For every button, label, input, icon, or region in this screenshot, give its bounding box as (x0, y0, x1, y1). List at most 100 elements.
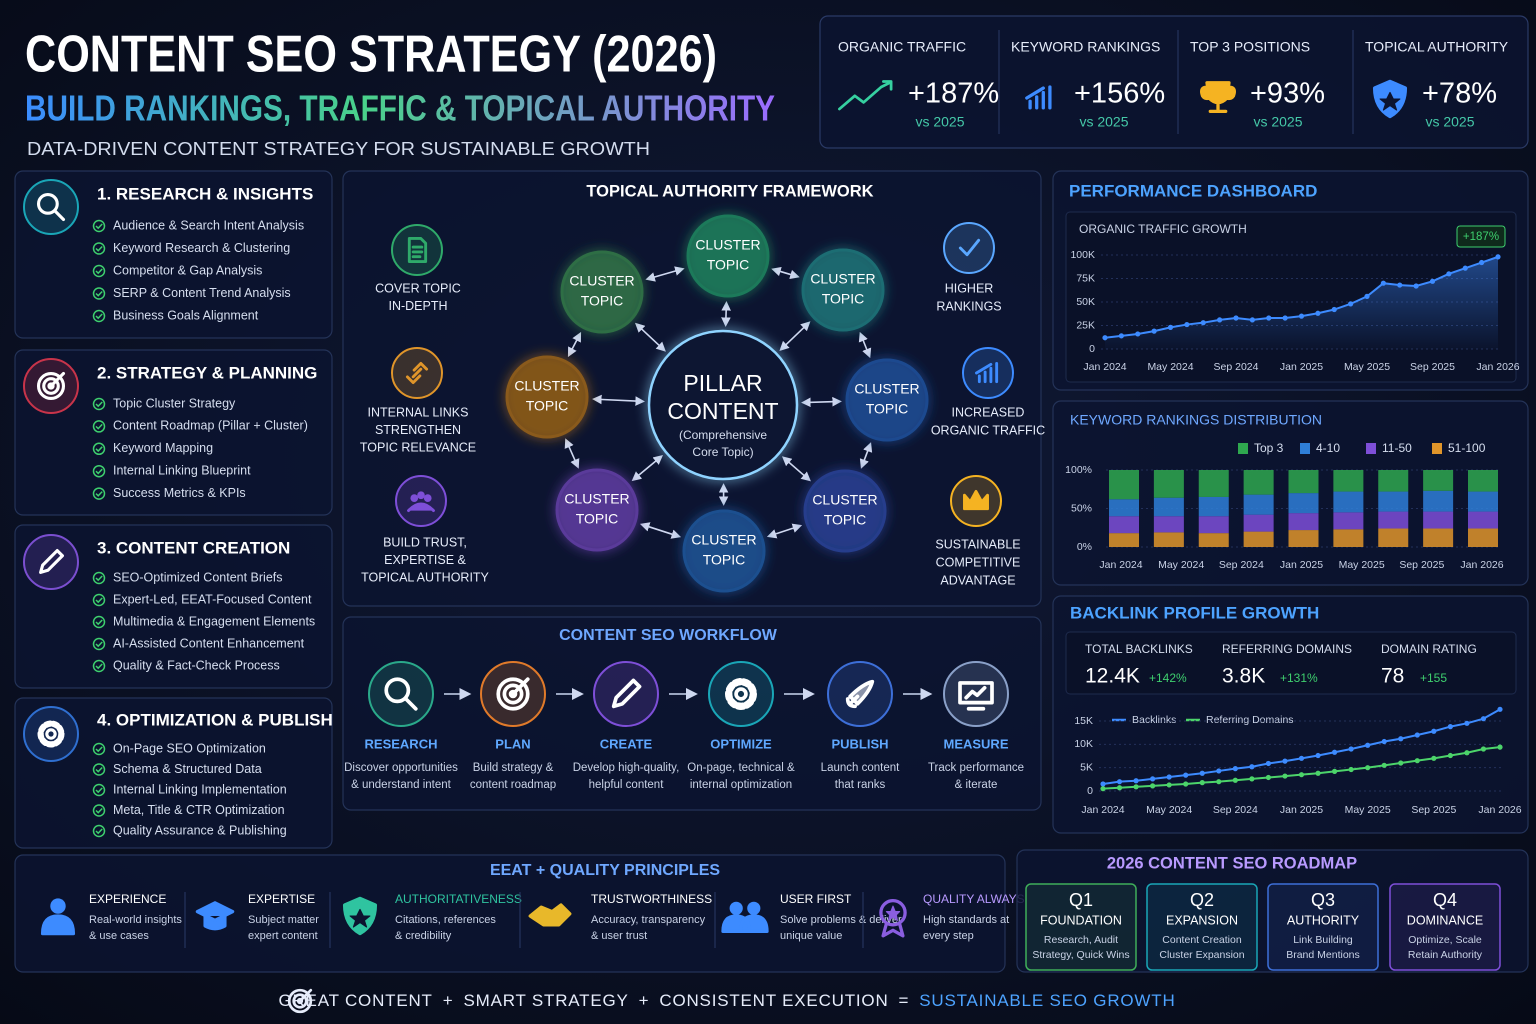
pillar-circle (647, 329, 799, 481)
icon-part (734, 687, 748, 701)
check-icon (92, 783, 106, 797)
legend-swatch (1300, 443, 1310, 454)
line-point (1315, 752, 1321, 759)
bar-segment (1468, 491, 1498, 512)
quarter-name: EXPANSION (1166, 913, 1238, 927)
icon-glyph (384, 677, 418, 711)
line-point (1446, 271, 1452, 277)
eeat-title: EEAT + QUALITY PRINCIPLES (490, 862, 720, 879)
line-point (1100, 786, 1106, 792)
icon-glyph (405, 361, 429, 385)
line-point (1331, 306, 1337, 313)
icon-glyph (963, 489, 989, 511)
check-icon (92, 659, 106, 673)
line-point (1315, 310, 1321, 316)
line-point (1282, 315, 1288, 321)
workflow-title: CONTENT SEO WORKFLOW (559, 627, 778, 644)
phase-item: Multimedia & Engagement Elements (113, 614, 315, 628)
line-point (1266, 315, 1272, 321)
x-tick-label: Jan 2025 (1280, 804, 1323, 816)
check-icon (92, 309, 106, 323)
stat-label: REFERRING DOMAINS (1222, 642, 1352, 656)
icon-glyph (407, 237, 428, 263)
icon-part (1379, 91, 1401, 111)
y-tick-label: 10K (1074, 738, 1093, 750)
line-point (1199, 770, 1205, 776)
line-point (1479, 259, 1485, 266)
icon-part (502, 683, 524, 705)
y-tick-label: 75K (1076, 272, 1095, 284)
quarter-card (1267, 883, 1379, 971)
icon-glyph (838, 80, 893, 111)
line-point (1364, 293, 1370, 299)
line-point (1216, 768, 1222, 774)
x-tick-label: Jan 2024 (1081, 804, 1124, 816)
line-point (1100, 781, 1106, 787)
framework-title: TOPICAL AUTHORITY FRAMEWORK (586, 182, 873, 200)
icon-part (724, 677, 758, 711)
check-icon (95, 290, 103, 297)
check-icon (92, 264, 106, 278)
icon-part (747, 901, 761, 915)
check-icon (95, 423, 103, 430)
icon-part (958, 238, 981, 257)
icon-glyph (845, 679, 875, 709)
pillar-note: (Comprehensive (679, 428, 767, 442)
phase-item: SERP & Content Trend Analysis (113, 286, 291, 300)
bar-segment (1333, 470, 1364, 492)
line-point (1167, 324, 1174, 330)
quarter-name: FOUNDATION (1040, 913, 1122, 927)
bar-segment (1378, 491, 1409, 512)
line-point (1365, 742, 1371, 748)
icon-ring (391, 224, 443, 276)
cluster-label: TOPIC (581, 293, 624, 309)
cluster-label: TOPIC (822, 291, 865, 307)
cluster-circle (803, 469, 887, 553)
icon-part (40, 914, 76, 936)
phase-item: Business Goals Alignment (113, 308, 259, 322)
icon-part (287, 988, 313, 1014)
line-point (1200, 320, 1206, 326)
line-point (1199, 780, 1205, 786)
panel (342, 616, 1042, 811)
line-point (1331, 749, 1338, 755)
icon-part (195, 901, 235, 931)
step-desc: Launch content (821, 762, 900, 774)
check-icon (92, 219, 106, 233)
bar-segment (1423, 470, 1454, 491)
phase-item: Content Roadmap (Pillar + Cluster) (113, 419, 308, 433)
step-desc: that ranks (835, 779, 886, 791)
icon-glyph (287, 988, 313, 1014)
pillar-note: Core Topic) (692, 445, 753, 459)
line-point (1414, 758, 1420, 764)
bar-segment (1468, 511, 1498, 529)
cluster-label: TOPIC (707, 257, 750, 273)
icon-part (528, 903, 572, 927)
line-point (1298, 772, 1305, 778)
icon-part (410, 494, 419, 502)
line-point (1150, 783, 1156, 789)
principle-desc: Solve problems & deliver (780, 914, 902, 926)
kpi-value: +156% (1074, 78, 1165, 110)
bar-segment (1153, 470, 1184, 498)
quarter-desc: Strategy, Quick Wins (1032, 949, 1129, 961)
legend-label: 11-50 (1382, 441, 1412, 455)
icon-part (42, 377, 60, 395)
icon-part (45, 728, 57, 740)
line-point (1133, 784, 1139, 790)
icon-part (417, 491, 425, 500)
icon-part (404, 697, 418, 711)
bar-segment (1288, 530, 1319, 547)
icon-ring (23, 534, 79, 590)
badge-text: +187% (1463, 231, 1499, 243)
step-desc: & iterate (955, 779, 998, 791)
bar-segment (1243, 531, 1274, 547)
icon-part (384, 677, 411, 704)
icon-glyph (958, 681, 994, 711)
footer-part: + (639, 991, 650, 1010)
benefit-text: ADVANTAGE (940, 573, 1015, 587)
line-point (1232, 766, 1238, 772)
icon-part (511, 677, 530, 696)
bar-segment (1288, 513, 1319, 531)
y-tick-label: 0 (1089, 343, 1095, 355)
